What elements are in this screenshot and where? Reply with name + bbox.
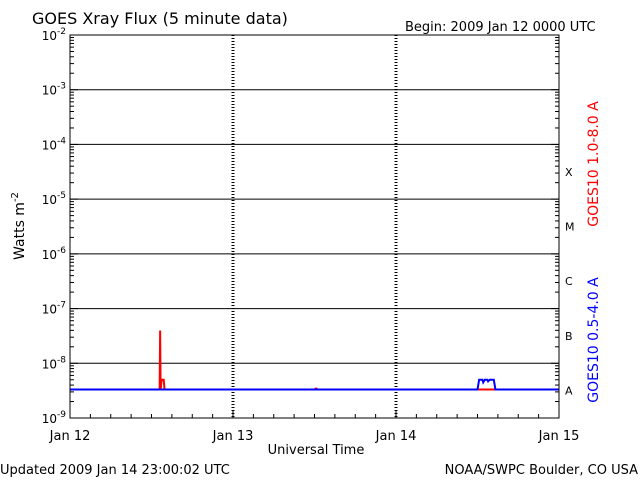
flare-class-label: X bbox=[565, 166, 573, 179]
x-tick-label: Jan 12 bbox=[49, 429, 91, 444]
y-axis-ticks: 10-2 10-3 10-4 10-5 10-6 10-7 10-8 10-9 bbox=[42, 27, 559, 426]
x-tick-label: Jan 13 bbox=[212, 429, 254, 444]
flare-class-label: B bbox=[565, 330, 573, 343]
x-tick-label: Jan 15 bbox=[538, 429, 580, 444]
flare-class-label: A bbox=[565, 385, 573, 398]
plot-grid bbox=[70, 35, 559, 418]
x-tick-label: Jan 14 bbox=[375, 429, 417, 444]
legend-goes10-short: GOES10 0.5-4.0 A bbox=[586, 277, 602, 403]
series-line bbox=[70, 378, 559, 391]
updated-timestamp: Updated 2009 Jan 14 23:00:02 UTC bbox=[0, 463, 230, 478]
y-tick-label: 10-5 bbox=[42, 191, 66, 207]
y-tick-label: 10-7 bbox=[42, 301, 66, 317]
y-axis-label: Watts m-2 bbox=[10, 192, 28, 260]
plot-series bbox=[70, 330, 559, 391]
begin-time: Begin: 2009 Jan 12 0000 UTC bbox=[405, 20, 596, 35]
flare-class-label: C bbox=[565, 275, 573, 288]
y-tick-label: 10-8 bbox=[42, 355, 67, 371]
y-tick-label: 10-4 bbox=[42, 136, 67, 152]
x-axis-label: Universal Time bbox=[268, 443, 365, 458]
plot-frame bbox=[69, 34, 560, 419]
flare-class-label: M bbox=[565, 221, 575, 234]
y-tick-label: 10-2 bbox=[42, 27, 66, 43]
legend-goes10-long: GOES10 1.0-8.0 A bbox=[586, 101, 602, 227]
flare-class-labels: X M C B A bbox=[565, 166, 575, 398]
y-tick-label: 10-6 bbox=[42, 246, 67, 262]
chart-title: GOES Xray Flux (5 minute data) bbox=[32, 9, 288, 28]
x-axis-ticks: Jan 12 Jan 13 Jan 14 Jan 15 bbox=[49, 410, 580, 444]
y-tick-label: 10-9 bbox=[42, 410, 67, 426]
y-tick-label: 10-3 bbox=[42, 82, 66, 98]
credit-text: NOAA/SWPC Boulder, CO USA bbox=[445, 463, 638, 478]
